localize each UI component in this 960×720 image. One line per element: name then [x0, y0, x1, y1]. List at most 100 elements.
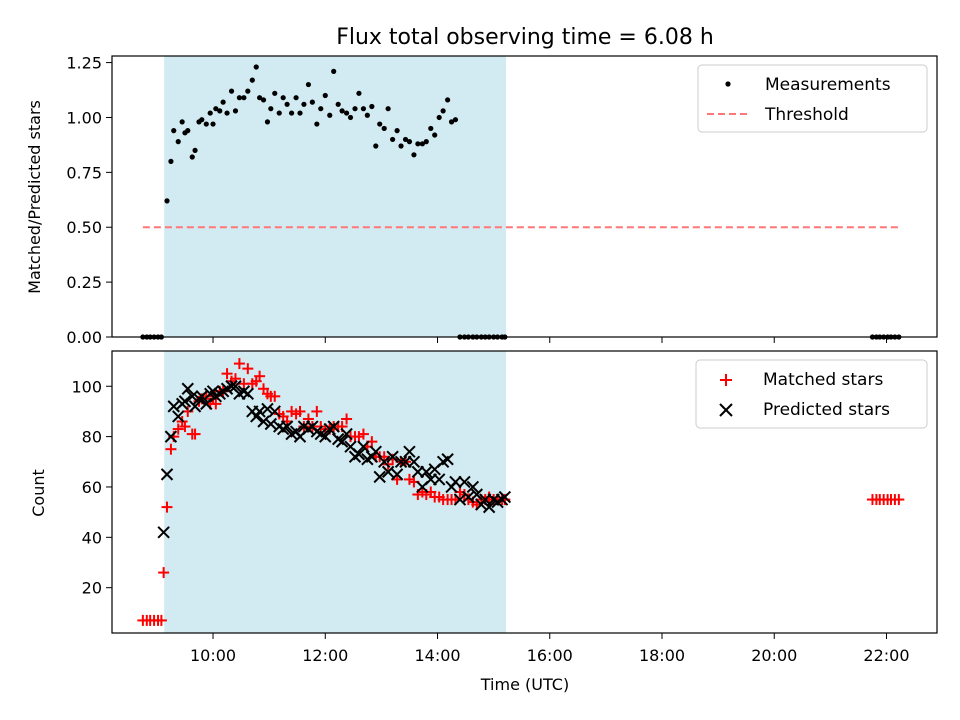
measurement-point — [203, 121, 209, 127]
predicted-point — [167, 400, 180, 413]
measurement-point — [241, 95, 247, 101]
bottom-x-tick-label: 10:00 — [190, 646, 236, 665]
measurement-point — [331, 68, 337, 74]
bottom-y-tick-label: 40 — [82, 528, 102, 547]
predicted-point — [172, 410, 185, 423]
bottom-x-tick-label: 12:00 — [302, 646, 348, 665]
predicted-point — [280, 420, 294, 433]
matched-point — [242, 363, 254, 375]
bottom-y-tick-label: 100 — [71, 377, 102, 396]
predicted-point — [441, 453, 454, 466]
top-y-tick-label: 1.25 — [66, 54, 102, 73]
predicted-point — [386, 450, 399, 463]
predicted-point — [188, 400, 202, 413]
predicted-point — [381, 465, 395, 479]
measurement-point — [377, 121, 383, 127]
predicted-point — [498, 490, 512, 504]
matched-point — [179, 421, 191, 433]
measurement-point — [428, 125, 434, 132]
measurement-point — [260, 97, 267, 103]
measurement-point — [207, 110, 213, 116]
predicted-point — [462, 490, 475, 504]
top-legend: Measurements Threshold — [697, 64, 928, 133]
top-axes-frame — [111, 55, 938, 338]
predicted-point — [200, 397, 213, 411]
chart-title: Flux total observing time = 6.08 h — [336, 25, 714, 50]
measurement-point — [175, 139, 181, 145]
predicted-point — [264, 417, 278, 431]
top-x-ticks — [212, 337, 887, 343]
legend-threshold-label: Threshold — [764, 105, 849, 125]
matched-point — [189, 428, 201, 440]
predicted-point — [340, 427, 353, 441]
matched-point — [341, 413, 353, 425]
bottom-y-tick-label: 20 — [82, 579, 102, 598]
measurement-point — [347, 114, 354, 121]
legend-measurements-marker — [725, 81, 731, 87]
measurement-point — [220, 99, 226, 105]
matched-point — [155, 614, 167, 626]
bottom-ylabel: Count — [29, 469, 48, 517]
measurement-point — [253, 64, 259, 70]
matched-point — [269, 390, 281, 402]
measurement-point — [327, 112, 333, 118]
predicted-point — [453, 493, 467, 506]
bottom-x-tick-label: 14:00 — [414, 646, 460, 665]
top-y-tick-label: 0.50 — [66, 218, 102, 237]
predicted-point — [181, 382, 194, 395]
bottom-x-tick-label: 18:00 — [639, 646, 685, 665]
predicted-point — [352, 448, 366, 461]
measurement-point — [297, 110, 303, 116]
measurement-point — [293, 95, 299, 101]
bottom-x-tick-label: 22:00 — [863, 646, 909, 665]
measurement-point — [360, 106, 367, 112]
matched-point — [172, 423, 184, 435]
measurement-point — [448, 119, 455, 125]
predicted-point — [261, 402, 274, 416]
measurement-point — [432, 132, 438, 138]
matched-point — [311, 405, 323, 417]
measurement-point — [402, 136, 409, 143]
bottom-legend-box — [695, 359, 928, 429]
measurement-point — [268, 106, 274, 112]
measurement-point — [339, 108, 345, 114]
measurement-point — [335, 101, 341, 107]
measurement-point — [390, 136, 396, 143]
measurement-point — [301, 101, 307, 107]
measurement-point — [288, 110, 295, 116]
measurement-point — [213, 106, 219, 112]
top-y-tick-label: 0.75 — [66, 163, 102, 182]
legend-matched-marker — [720, 374, 732, 386]
measurement-point — [440, 108, 446, 114]
top-y-tick-label: 1.00 — [66, 108, 102, 127]
bottom-y-tick-label: 80 — [82, 428, 102, 447]
measurement-point — [452, 117, 459, 123]
measurement-point — [245, 88, 251, 94]
bottom-shaded-span — [164, 351, 506, 633]
top-legend-box — [697, 64, 928, 133]
predicted-point — [377, 455, 391, 468]
measurement-point — [305, 81, 312, 88]
measurement-point — [356, 90, 362, 96]
matched-point — [233, 358, 245, 370]
measurement-point — [284, 101, 290, 107]
predicted-point — [420, 465, 433, 479]
matched-point — [158, 567, 170, 579]
matched-point — [161, 501, 173, 513]
measurement-point — [385, 106, 391, 112]
measurement-point — [364, 112, 370, 118]
predicted-point — [253, 405, 266, 418]
top-panel: 0.00 0.25 0.50 0.75 1.00 1.25 Matched/Predict… — [25, 54, 938, 347]
bottom-x-tick-label: 16:00 — [527, 646, 573, 665]
measurement-point — [232, 108, 239, 114]
predicted-point — [390, 468, 404, 481]
predicted-point — [178, 395, 192, 408]
predicted-point — [335, 435, 349, 448]
predicted-point — [373, 470, 386, 484]
matched-point — [893, 494, 905, 506]
top-y-tick-label: 0.00 — [66, 328, 102, 347]
measurement-point — [264, 119, 271, 125]
predicted-point — [257, 415, 270, 428]
predicted-points — [157, 380, 512, 539]
